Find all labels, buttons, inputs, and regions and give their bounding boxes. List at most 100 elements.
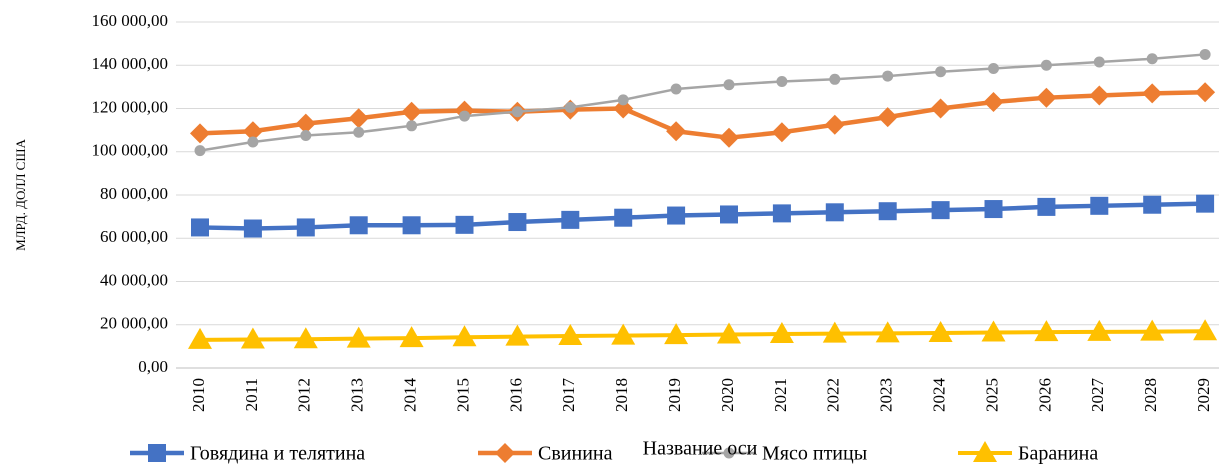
data-point: [1146, 53, 1158, 65]
legend-label: Свинина: [538, 443, 613, 465]
data-point: [247, 136, 259, 148]
x-tick-label: 2013: [348, 378, 367, 412]
data-point: [877, 107, 898, 128]
data-point: [242, 121, 263, 142]
data-point: [882, 70, 894, 82]
data-point: [459, 110, 470, 122]
data-point: [349, 216, 368, 235]
data-point: [296, 218, 315, 237]
data-point: [190, 123, 210, 144]
x-tick-label: 2028: [1141, 378, 1160, 412]
data-point: [720, 205, 738, 224]
data-point: [188, 327, 212, 349]
x-tick-label: 2029: [1194, 378, 1213, 412]
y-tick-label: 0,00: [138, 357, 168, 376]
data-point: [508, 213, 527, 232]
data-point: [928, 320, 953, 342]
data-point: [399, 326, 424, 348]
legend-label: Мясо птицы: [762, 443, 867, 465]
data-point: [829, 73, 841, 85]
data-point: [1196, 194, 1215, 213]
data-point: [505, 324, 530, 346]
y-tick-label: 140 000,00: [92, 54, 169, 73]
data-point: [1090, 196, 1109, 215]
y-tick-label: 60 000,00: [100, 227, 168, 246]
y-tick-label: 160 000,00: [92, 11, 169, 30]
legend-marker: [495, 443, 515, 463]
x-tick-label: 2026: [1035, 378, 1054, 412]
data-point: [935, 66, 947, 78]
y-tick-label: 20 000,00: [100, 314, 168, 333]
data-point: [931, 201, 950, 220]
legend-marker: [723, 447, 735, 459]
data-point: [723, 79, 735, 91]
data-point: [1089, 85, 1110, 106]
x-tick-label: 2016: [506, 378, 525, 412]
data-point: [346, 326, 371, 348]
data-point: [1140, 319, 1165, 341]
data-point: [776, 75, 788, 87]
data-point: [771, 122, 792, 143]
data-point: [353, 126, 365, 138]
y-axis-title: МЛРД. ДОЛЛ США: [13, 139, 28, 251]
x-tick-label: 2015: [453, 378, 472, 412]
data-point: [613, 98, 634, 119]
data-point: [822, 321, 847, 343]
data-point: [1040, 59, 1052, 71]
data-point: [1143, 195, 1162, 214]
y-tick-label: 120 000,00: [92, 97, 169, 116]
data-point: [664, 323, 689, 345]
data-point: [617, 94, 629, 106]
data-point: [824, 114, 845, 135]
x-tick-label: 2020: [718, 378, 737, 412]
data-point: [293, 327, 318, 349]
data-point: [772, 204, 791, 223]
y-tick-label: 80 000,00: [100, 184, 168, 203]
data-point: [1193, 319, 1218, 341]
legend-marker: [148, 444, 166, 462]
x-tick-label: 2010: [189, 378, 208, 412]
x-tick-label: 2012: [295, 378, 314, 412]
data-point: [878, 202, 897, 221]
data-point: [1087, 319, 1112, 341]
x-axis-title: Название оси: [643, 438, 758, 460]
data-point: [1093, 56, 1105, 68]
data-point: [558, 323, 583, 345]
data-point: [1037, 197, 1056, 216]
series-line: [199, 53, 1206, 152]
x-tick-label: 2011: [242, 378, 261, 411]
legend-label: Баранина: [1018, 443, 1098, 465]
y-tick-label: 100 000,00: [92, 141, 169, 160]
data-point: [191, 218, 209, 237]
data-point: [769, 322, 794, 344]
data-point: [452, 325, 477, 347]
data-point: [670, 83, 682, 95]
data-point: [988, 62, 999, 74]
data-point: [401, 101, 422, 122]
data-point: [348, 108, 369, 129]
series-line: [199, 329, 1206, 342]
data-point: [875, 321, 900, 343]
data-point: [1034, 320, 1059, 342]
data-point: [667, 206, 686, 225]
x-tick-label: 2023: [877, 378, 896, 412]
y-tick-label: 40 000,00: [100, 270, 168, 289]
data-point: [1199, 48, 1211, 60]
x-tick-label: 2021: [771, 378, 790, 412]
data-point: [406, 120, 418, 132]
data-point: [930, 98, 951, 119]
data-point: [1142, 83, 1163, 104]
data-point: [243, 219, 262, 238]
data-point: [825, 203, 844, 222]
x-tick-label: 2027: [1088, 378, 1107, 413]
data-point: [614, 208, 633, 227]
x-tick-label: 2024: [930, 378, 949, 413]
x-tick-label: 2014: [401, 378, 420, 413]
data-point: [564, 101, 576, 113]
data-point: [719, 127, 739, 148]
data-point: [240, 327, 265, 349]
data-point: [511, 106, 523, 118]
legend-marker: [973, 441, 997, 462]
data-point: [984, 200, 1003, 219]
data-point: [981, 320, 1006, 342]
